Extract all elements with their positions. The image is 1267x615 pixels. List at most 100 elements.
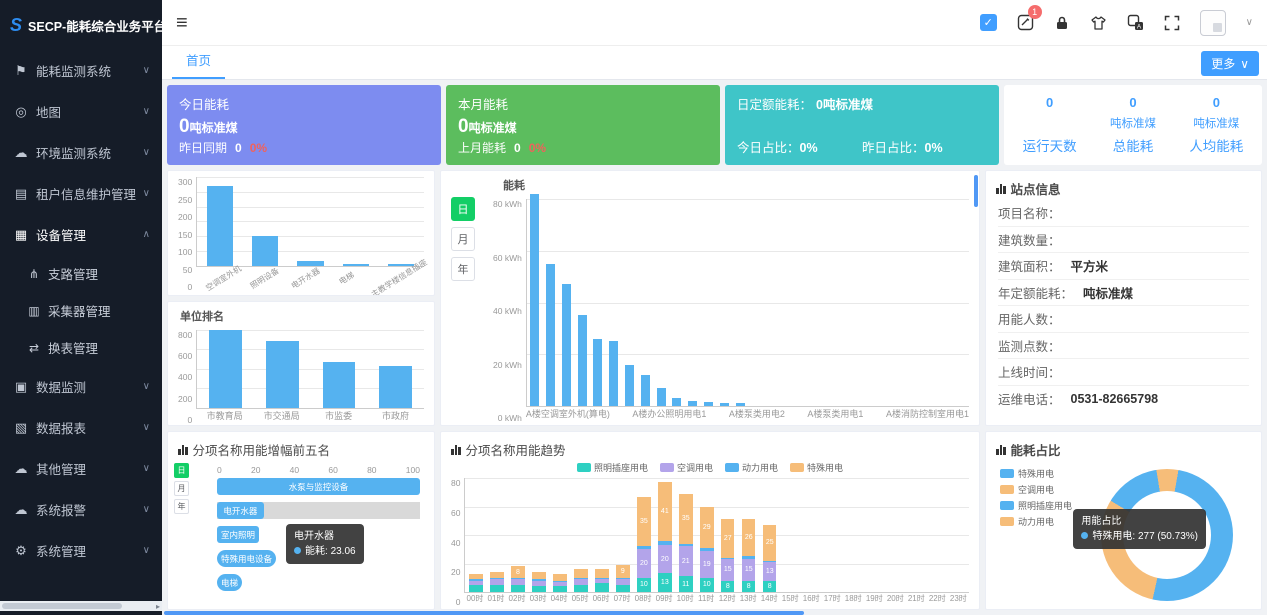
bar[interactable] — [379, 365, 413, 408]
more-button[interactable]: 更多 ∨ — [1201, 51, 1259, 76]
time-switch-日[interactable]: 日 — [451, 197, 475, 221]
device-rank-chart[interactable]: 300 250 200 150 100 50 0 空调室外机 照明设备 电开水器 电梯 主教学楼信息插… — [178, 177, 429, 296]
bar[interactable] — [640, 374, 650, 406]
site-info-row: 项目名称： — [998, 200, 1249, 227]
todo-check-icon[interactable]: ✓ — [979, 14, 997, 31]
bar[interactable] — [624, 364, 635, 406]
sidebar-horizontal-scrollbar[interactable]: ▸ — [0, 601, 162, 611]
hbar[interactable]: 电梯 — [217, 574, 243, 591]
bar[interactable] — [688, 400, 698, 406]
stacked-bar[interactable]: 13 20 41 — [658, 482, 672, 592]
sidebar-item-3[interactable]: ▤ 租户信息维护管理 ∨ — [0, 173, 162, 214]
stacked-bar[interactable]: 8 15 27 — [721, 519, 735, 592]
theme-shirt-icon[interactable] — [1090, 15, 1107, 31]
sidebar-subitem-label: 换表管理 — [48, 342, 99, 356]
user-avatar[interactable] — [1199, 9, 1226, 36]
user-menu-chevron-icon[interactable]: ∨ — [1245, 17, 1253, 28]
sidebar-item-9[interactable]: ⚙ 系统管理 ∨ — [0, 530, 162, 571]
legend-item[interactable]: 特殊用电 — [1000, 467, 1072, 480]
stacked-bar[interactable] — [532, 572, 546, 592]
bar[interactable] — [297, 260, 324, 266]
bar[interactable] — [252, 236, 279, 266]
stacked-bar[interactable]: 8 — [511, 566, 525, 592]
legend-item[interactable]: 特殊用电 — [790, 461, 843, 474]
tab-home[interactable]: 首页 — [172, 43, 226, 79]
notification-icon[interactable]: 1 — [1017, 5, 1042, 31]
bar[interactable] — [577, 315, 587, 406]
sidebar-subitem-1[interactable]: ▥ 采集器管理 — [0, 292, 162, 329]
time-switch-月[interactable]: 月 — [174, 481, 189, 496]
sidebar-subitem-2[interactable]: ⇄ 换表管理 — [0, 329, 162, 366]
stacked-bar[interactable] — [574, 569, 588, 592]
hbar[interactable]: 室内照明 — [217, 526, 260, 543]
scrollbar-arrow-icon[interactable]: ▸ — [155, 601, 160, 611]
hbar[interactable]: 特殊用电设备 — [217, 550, 277, 567]
bar[interactable] — [342, 264, 370, 266]
legend-item[interactable]: 空调用电 — [1000, 483, 1072, 496]
hbar[interactable]: 水泵与监控设备 — [217, 478, 420, 495]
bar[interactable] — [703, 402, 714, 406]
site-info-panel: 站点信息 项目名称： 建筑数量： 建筑面积： 平方米 年定额能耗： 吨标准煤 用能人数： 监测… — [985, 170, 1262, 426]
sidebar-item-1[interactable]: ◎ 地图 ∨ — [0, 91, 162, 132]
bar[interactable] — [656, 387, 666, 406]
time-switch-年[interactable]: 年 — [174, 499, 189, 514]
sidebar-item-0[interactable]: ⚑ 能耗监测系统 ∨ — [0, 50, 162, 91]
stacked-bar[interactable]: 11 21 35 — [679, 493, 693, 592]
unit-rank-chart[interactable]: 800 600 400 200 0 市教育局 市交通局 市监委 市政府 — [168, 324, 434, 426]
legend-item[interactable]: 照明插座用电 — [576, 461, 648, 474]
sidebar-item-8[interactable]: ☁ 系统报警 ∨ — [0, 489, 162, 530]
sidebar-subitem-0[interactable]: ⋔ 支路管理 — [0, 255, 162, 292]
time-switch-年[interactable]: 年 — [451, 257, 475, 281]
bar[interactable] — [265, 341, 299, 408]
site-info-row: 建筑数量： — [998, 227, 1249, 253]
stat-item: 0 吨标准煤 总能耗 — [1109, 95, 1156, 154]
bar[interactable] — [609, 341, 619, 406]
stacked-bar[interactable]: 10 20 35 — [637, 496, 651, 592]
top5-growth-panel: 分项名称用能增幅前五名 日月年 0 20 40 60 80 100 水泵与监控设备 电开水器室… — [167, 431, 435, 610]
legend-item[interactable]: 照明插座用电 — [1000, 499, 1072, 512]
bar[interactable] — [322, 361, 356, 408]
top5-chart[interactable]: 0 20 40 60 80 100 水泵与监控设备 电开水器 室内照明 特殊用电设备 电梯 — [193, 461, 434, 595]
fullscreen-icon[interactable] — [1164, 15, 1180, 31]
hbar[interactable]: 电开水器 — [217, 502, 264, 519]
bar[interactable] — [719, 403, 729, 406]
bar[interactable] — [561, 284, 571, 406]
stacked-bar[interactable]: 9 — [616, 564, 630, 592]
sidebar-item-5[interactable]: ▣ 数据监测 ∨ — [0, 366, 162, 407]
bar[interactable] — [206, 185, 234, 266]
time-switch-月[interactable]: 月 — [451, 227, 475, 251]
trend-chart[interactable]: 80 60 40 20 0 8 9 10 20 35 13 20 41 11 21 35 10 19 29 8 15 27… — [441, 476, 979, 609]
stacked-bar[interactable]: 8 15 26 — [742, 519, 756, 592]
card-value: 0 — [458, 115, 469, 137]
bar[interactable] — [735, 403, 745, 406]
stacked-bar[interactable] — [595, 569, 609, 592]
sidebar-item-2[interactable]: ☁ 环境监测系统 ∨ — [0, 132, 162, 173]
bar[interactable] — [530, 193, 540, 406]
stacked-bar[interactable] — [469, 573, 483, 592]
legend-item[interactable]: 动力用电 — [1000, 515, 1072, 528]
summary-stats-card: 0 运行天数 0 吨标准煤 总能耗 0 吨标准煤 人均能耗 — [1004, 85, 1262, 165]
bar[interactable] — [672, 398, 682, 406]
legend-item[interactable]: 空调用电 — [659, 461, 713, 474]
chevron-icon: ∨ — [142, 504, 150, 515]
bar[interactable] — [209, 329, 242, 408]
sidebar-item-4[interactable]: ▦ 设备管理 ∧ — [0, 214, 162, 255]
energy-time-switch: 日月年 — [441, 193, 483, 425]
stacked-bar[interactable]: 10 19 29 — [700, 506, 714, 592]
bar[interactable] — [388, 264, 415, 266]
time-switch-日[interactable]: 日 — [174, 463, 189, 478]
language-switch-icon[interactable]: A — [1127, 14, 1144, 31]
menu-toggle-icon[interactable]: ≡ — [176, 11, 188, 34]
stacked-bar[interactable]: 8 13 25 — [763, 525, 777, 592]
legend-item[interactable]: 动力用电 — [725, 461, 778, 474]
bar[interactable] — [593, 338, 603, 406]
sidebar-item-6[interactable]: ▧ 数据报表 ∨ — [0, 407, 162, 448]
stacked-bar[interactable] — [490, 572, 504, 592]
lock-icon[interactable] — [1054, 15, 1070, 31]
energy-chart[interactable]: 80 kWh 60 kWh 40 kWh 20 kWh 0 kWh A楼空调室外机(算电)… — [483, 193, 979, 425]
scrollbar-thumb[interactable] — [2, 603, 122, 609]
horizontal-scrollbar[interactable] — [164, 611, 804, 615]
sidebar-item-7[interactable]: ☁ 其他管理 ∨ — [0, 448, 162, 489]
bar[interactable] — [545, 263, 556, 406]
stacked-bar[interactable] — [553, 573, 567, 592]
